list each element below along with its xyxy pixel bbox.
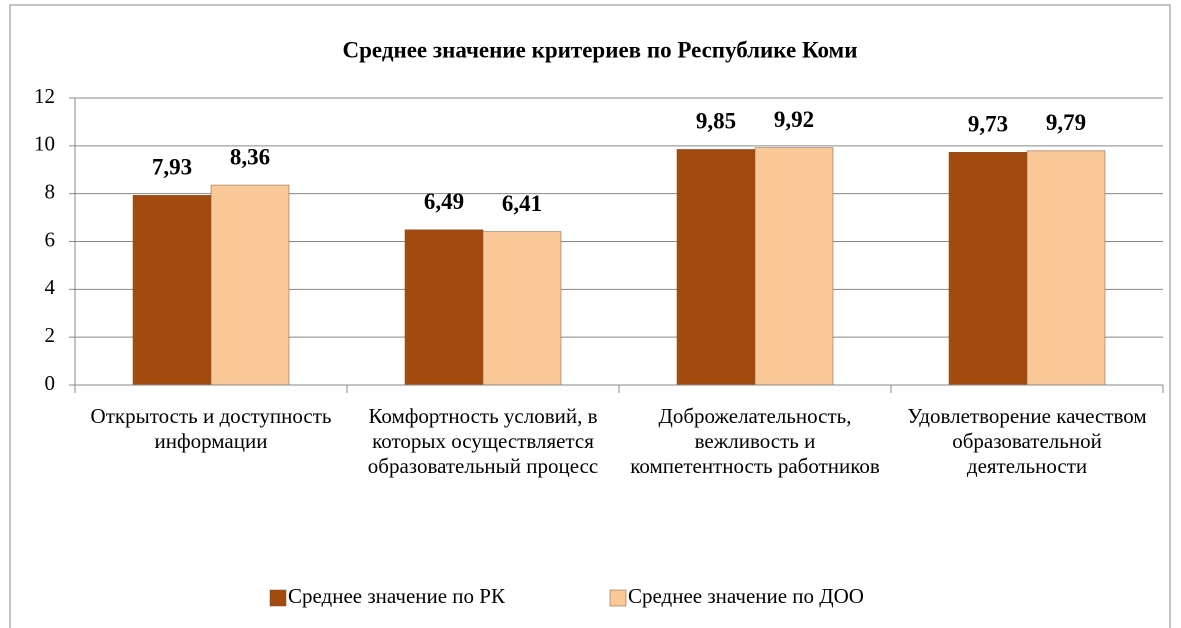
bar [482,231,562,386]
legend-marker [269,589,287,607]
y-tick-label: 4 [45,275,56,299]
y-tick-label: 8 [45,179,56,203]
bar [948,152,1028,386]
data-label: 9,73 [968,112,1008,137]
x-tick-label: Удовлетворение качеством образовательной… [907,404,1147,478]
legend-marker [609,589,627,607]
y-tick-label: 12 [34,84,55,108]
bar [1026,150,1106,386]
legend-label: Среднее значение по ДОО [628,584,864,608]
data-label: 7,93 [152,155,192,180]
y-tick-label: 10 [34,132,55,156]
bar [404,229,484,386]
data-label: 8,36 [230,144,270,169]
bar [754,147,834,386]
legend-label: Среднее значение по РК [288,584,506,608]
x-tick-label: Комфортность условий, в которых осуществ… [367,404,599,478]
data-label: 6,49 [424,189,464,214]
x-tick-label: Открытость и доступность информации [90,404,332,453]
bar [210,184,290,386]
data-label: 9,85 [696,109,736,134]
x-tick-label: Доброжелательность, вежливость и компете… [630,404,880,478]
y-tick-label: 6 [45,227,56,251]
chart-title: Среднее значение критериев по Республике… [343,37,858,62]
data-label: 6,41 [502,191,542,216]
bar [676,149,756,386]
data-label: 9,79 [1046,110,1086,135]
bar [132,195,212,386]
y-tick-label: 2 [45,323,56,347]
y-tick-label: 0 [45,371,56,395]
data-label: 9,92 [774,107,814,132]
